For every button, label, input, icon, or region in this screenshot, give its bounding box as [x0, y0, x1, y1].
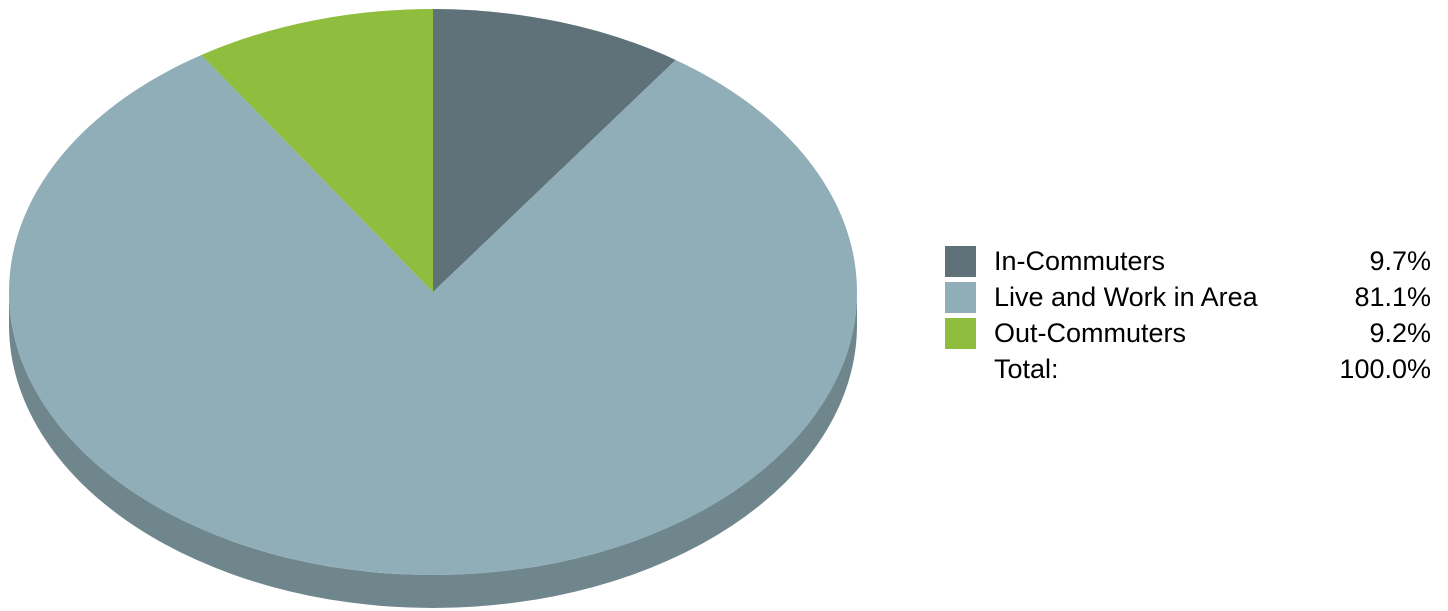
legend-total-label: Total:: [994, 353, 1059, 384]
legend-item-live-and-work: Live and Work in Area 81.1%: [945, 279, 1431, 315]
legend-value: 9.7%: [1369, 245, 1431, 276]
legend-total-value: 100.0%: [1339, 353, 1431, 384]
legend-item-in-commuters: In-Commuters 9.7%: [945, 243, 1431, 279]
pie-slice-live-and-work-in-area: [9, 54, 857, 576]
legend-value: 81.1%: [1354, 281, 1431, 312]
pie-slice-in-commuters: [433, 9, 676, 292]
legend-item-out-commuters: Out-Commuters 9.2%: [945, 315, 1431, 351]
pie-slice-out-commuters: [201, 9, 433, 292]
legend-label: In-Commuters: [994, 245, 1166, 276]
legend-total-row: Total: 100.0%: [945, 351, 1431, 387]
legend-swatch-spacer: [945, 354, 976, 385]
legend-label: Out-Commuters: [994, 317, 1187, 348]
legend-swatch-in-commuters: [945, 245, 976, 277]
legend-swatch-live-and-work: [945, 281, 976, 313]
legend: In-Commuters 9.7% Live and Work in Area …: [945, 243, 1431, 387]
legend-swatch-out-commuters: [945, 317, 976, 349]
legend-label: Live and Work in Area: [994, 281, 1258, 312]
pie-top-face: [9, 9, 857, 576]
legend-value: 9.2%: [1369, 317, 1431, 348]
